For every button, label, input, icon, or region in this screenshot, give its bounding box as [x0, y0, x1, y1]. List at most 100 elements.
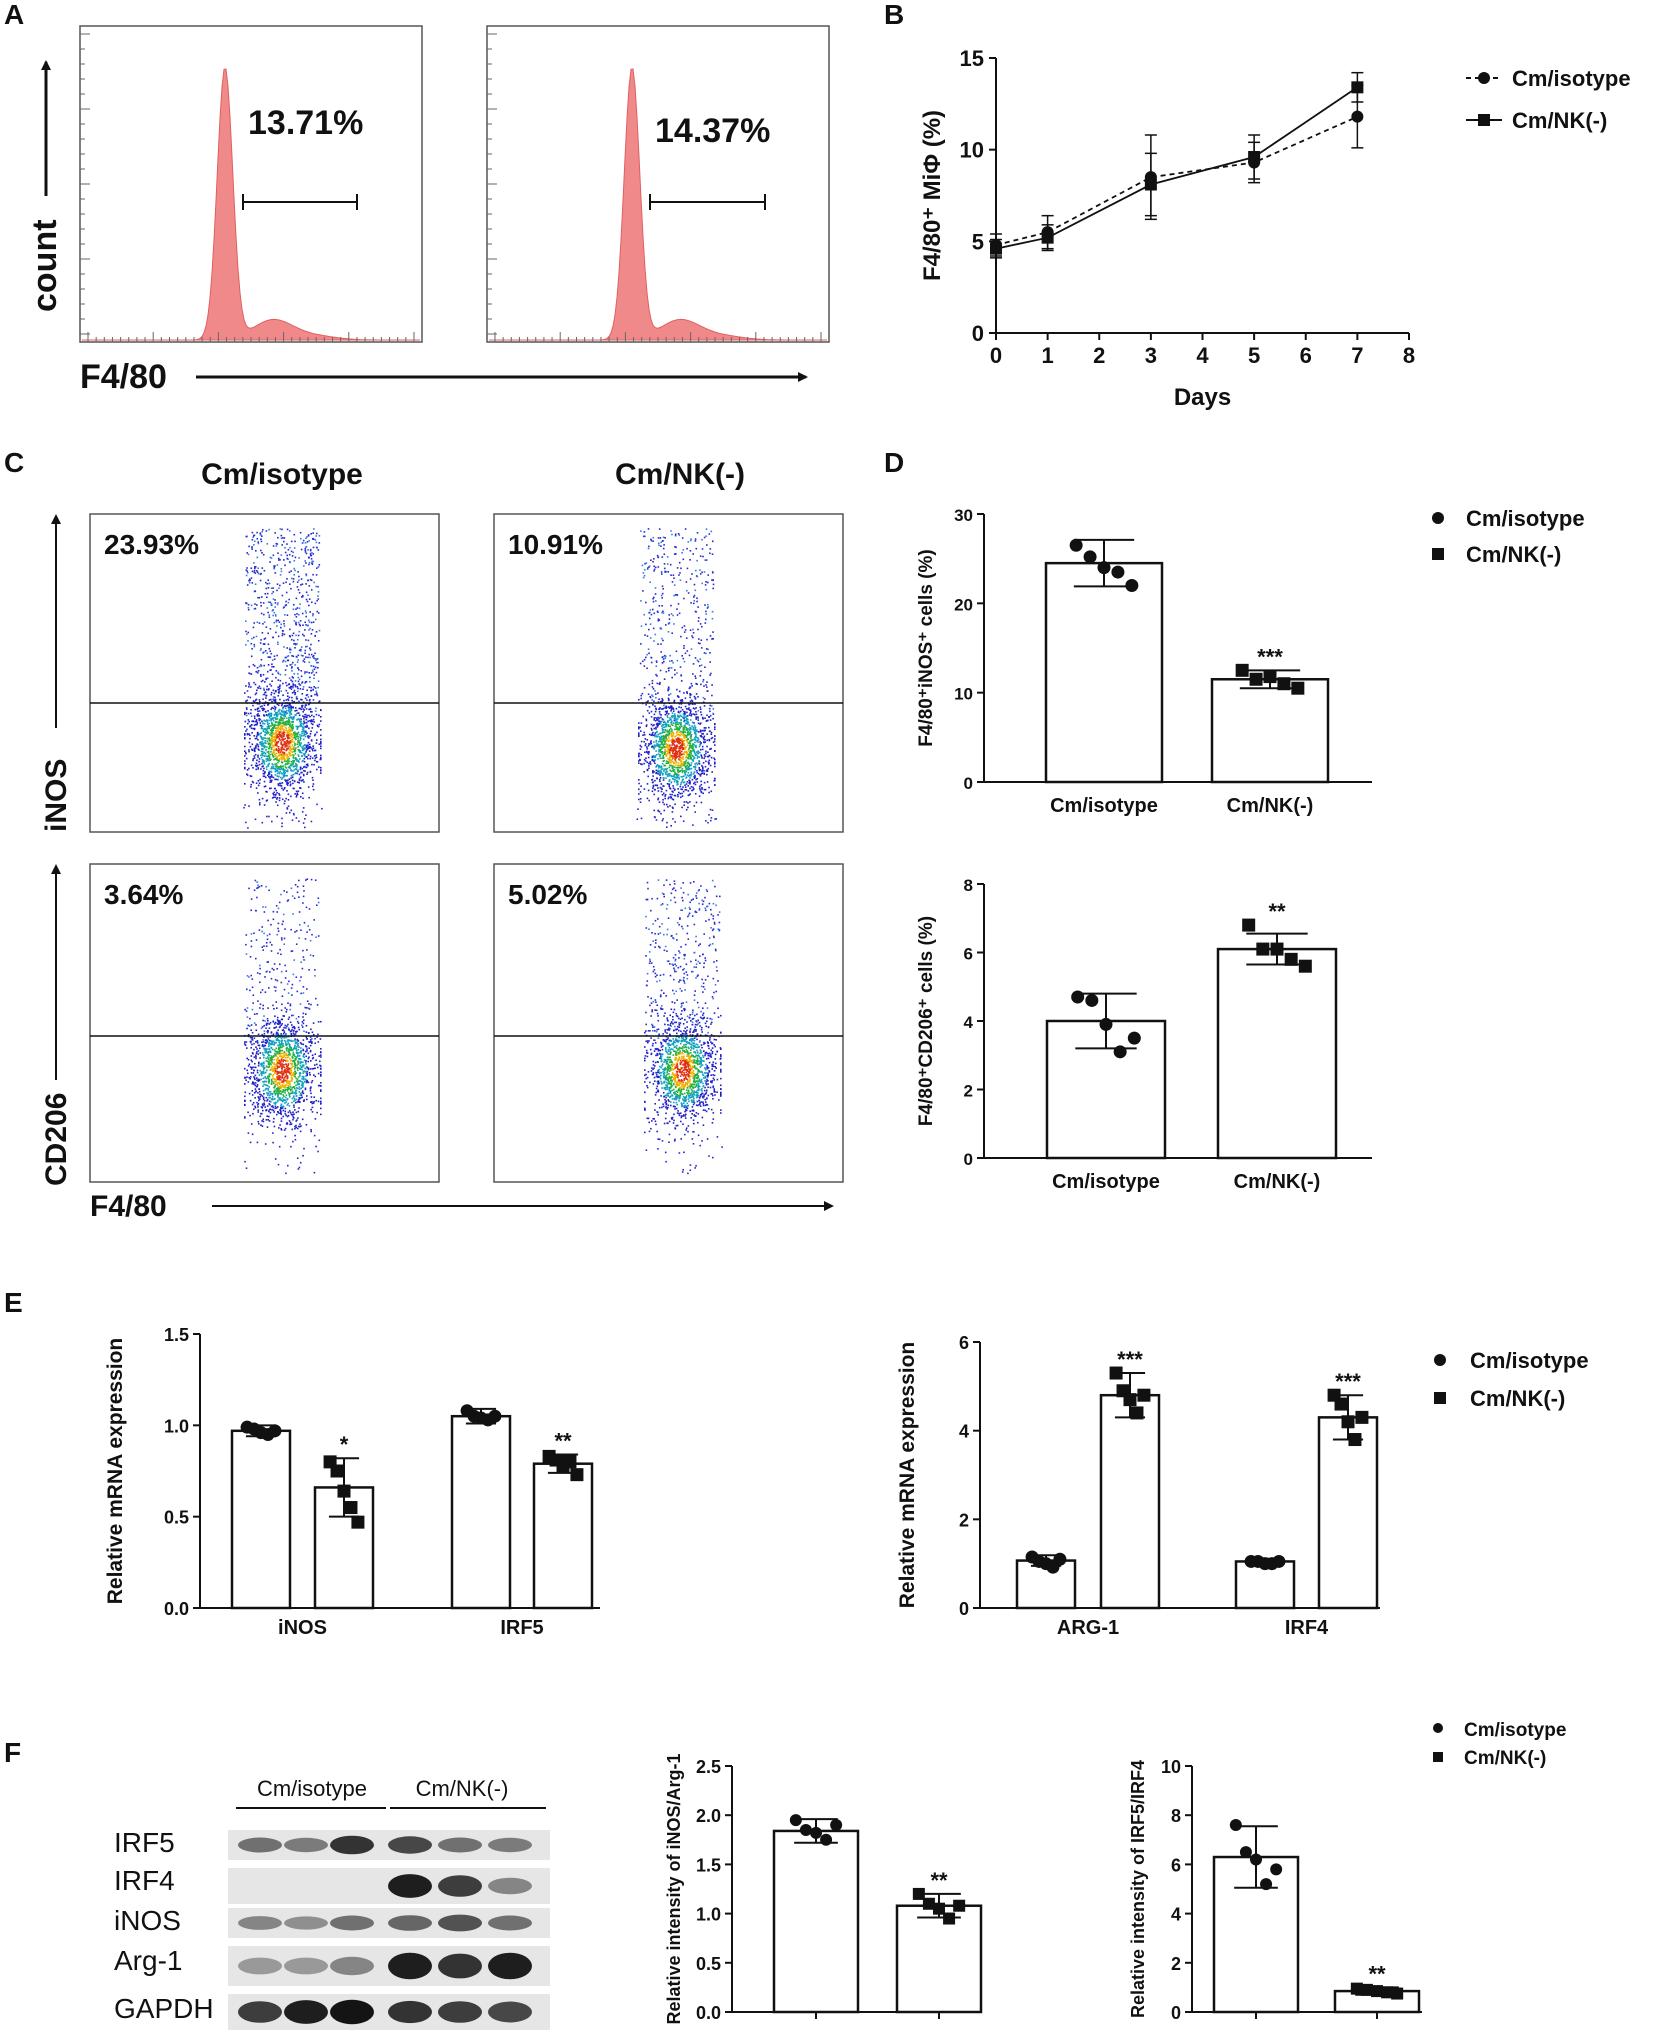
flow-event — [660, 767, 663, 769]
flow-event — [285, 711, 287, 713]
flow-event — [689, 700, 692, 703]
flow-event — [643, 687, 646, 689]
flow-event — [305, 814, 307, 816]
flow-event — [289, 729, 292, 731]
flow-event — [683, 740, 686, 742]
flow-event — [680, 796, 682, 799]
flow-event — [674, 534, 677, 537]
b-point-square — [990, 242, 1002, 255]
flow-event — [248, 684, 251, 686]
flow-event — [263, 1030, 266, 1032]
flow-event — [283, 620, 285, 622]
flow-event — [305, 639, 307, 641]
flow-event — [296, 734, 299, 736]
flow-event — [306, 600, 309, 603]
flow-event — [293, 689, 296, 692]
flow-event — [314, 693, 316, 696]
flow-event — [692, 707, 695, 709]
flow-event — [297, 621, 300, 624]
flow-event — [702, 679, 705, 681]
flow-event — [651, 679, 654, 682]
flow-event — [266, 737, 268, 740]
flow-event — [305, 573, 307, 576]
flow-event — [270, 787, 272, 790]
flow-event — [280, 748, 282, 751]
flow-event — [712, 587, 714, 590]
flow-event — [639, 744, 642, 747]
flow-event — [289, 723, 292, 725]
flow-event — [290, 713, 293, 715]
flow-event — [663, 752, 665, 755]
flow-event — [268, 772, 271, 775]
flow-event — [266, 746, 268, 748]
flow-event — [661, 585, 664, 588]
flow-event — [250, 1059, 253, 1062]
flow-event — [684, 713, 686, 715]
flow-event — [700, 780, 702, 783]
flow-event — [640, 785, 642, 787]
flow-event — [651, 686, 654, 688]
flow-event — [255, 737, 258, 740]
flow-event — [293, 732, 295, 734]
flow-event — [308, 563, 310, 566]
flow-event — [714, 723, 716, 725]
flow-event — [654, 759, 657, 761]
flow-event — [290, 706, 293, 709]
flow-event — [667, 762, 670, 764]
flow-event — [263, 775, 266, 778]
flow-event — [260, 768, 262, 770]
flow-event — [318, 714, 320, 717]
flow-event — [264, 1020, 266, 1022]
flow-event — [286, 763, 288, 765]
flow-event — [248, 672, 250, 674]
flow-event — [307, 619, 310, 622]
flow-event — [684, 761, 686, 763]
flow-event — [298, 700, 300, 703]
flow-event — [250, 786, 252, 788]
flow-event — [266, 1048, 269, 1051]
flow-event — [287, 899, 290, 901]
flow-event — [277, 710, 280, 713]
flow-event — [687, 785, 689, 787]
flow-event — [261, 552, 263, 554]
flow-event — [660, 628, 663, 630]
flow-event — [287, 1085, 290, 1087]
flow-event — [305, 680, 308, 683]
b-x-tick-label: 2 — [1093, 343, 1105, 368]
flow-event — [295, 634, 297, 637]
flow-event — [272, 776, 275, 779]
flow-event — [285, 780, 287, 783]
flow-event — [640, 817, 643, 820]
flow-event — [664, 729, 666, 732]
flow-event — [652, 781, 654, 783]
flow-event — [266, 543, 269, 545]
flow-event — [275, 670, 278, 672]
flow-event — [653, 565, 655, 568]
flow-event — [255, 720, 258, 722]
flow-event — [315, 692, 318, 695]
flow-event — [268, 775, 270, 778]
flow-event — [658, 735, 660, 738]
flow-event — [269, 739, 271, 741]
flow-event — [279, 528, 282, 530]
flow-event — [285, 729, 287, 732]
flow-event — [262, 1098, 265, 1101]
flow-event — [704, 604, 706, 606]
flow-event — [688, 724, 691, 726]
flow-event — [657, 743, 659, 745]
flow-event — [673, 713, 676, 715]
flow-event — [263, 804, 266, 806]
flow-event — [244, 1091, 247, 1094]
flow-event — [271, 1098, 274, 1101]
flow-event — [285, 742, 287, 745]
flow-event — [280, 690, 283, 692]
flow-event — [694, 731, 697, 734]
flow-event — [687, 541, 690, 543]
flow-event — [661, 718, 664, 720]
flow-event — [689, 719, 692, 721]
flow-event — [304, 549, 307, 551]
flow-event — [305, 615, 307, 618]
flow-event — [303, 1059, 306, 1062]
flow-event — [700, 754, 702, 756]
flow-event — [311, 714, 313, 717]
